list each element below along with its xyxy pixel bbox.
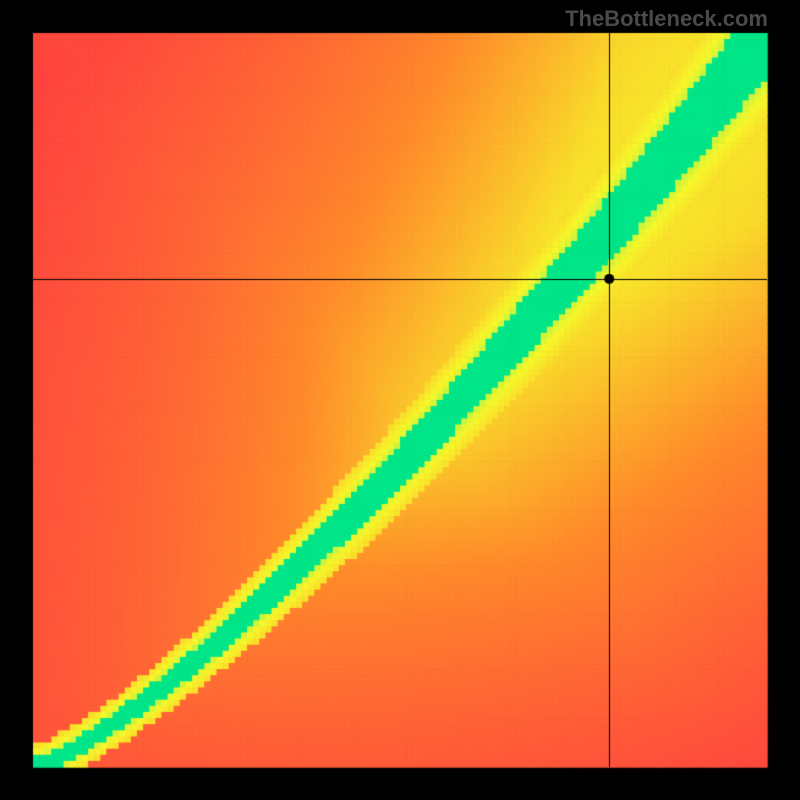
heatmap-canvas xyxy=(0,0,800,800)
chart-container: TheBottleneck.com xyxy=(0,0,800,800)
watermark-text: TheBottleneck.com xyxy=(565,6,768,32)
